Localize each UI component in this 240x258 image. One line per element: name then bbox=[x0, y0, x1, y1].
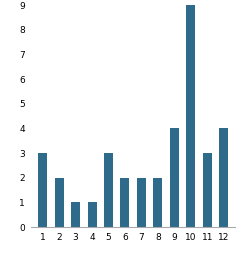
Bar bbox=[186, 5, 195, 227]
Bar bbox=[170, 128, 179, 227]
Bar bbox=[55, 178, 64, 227]
Bar bbox=[88, 202, 96, 227]
Bar bbox=[137, 178, 146, 227]
Bar bbox=[219, 128, 228, 227]
Bar bbox=[120, 178, 130, 227]
Bar bbox=[38, 153, 47, 227]
Bar bbox=[203, 153, 212, 227]
Bar bbox=[71, 202, 80, 227]
Bar bbox=[153, 178, 162, 227]
Bar bbox=[104, 153, 113, 227]
